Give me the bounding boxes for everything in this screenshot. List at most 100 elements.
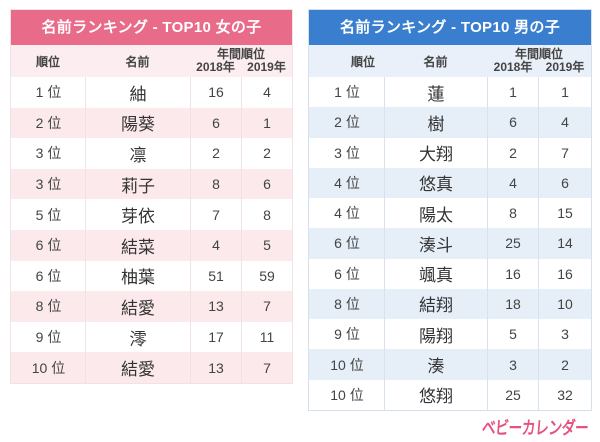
table-row: 1 位 紬 16 4 <box>11 77 292 108</box>
rank-2018-cell: 7 <box>190 199 241 230</box>
table-row: 8 位 結愛 13 7 <box>11 291 292 322</box>
rank-2018-cell: 4 <box>190 229 241 261</box>
name-cell: 悠真 <box>384 167 487 199</box>
rank-2019-cell: 7 <box>241 352 292 383</box>
rank-2018-cell: 6 <box>190 107 241 139</box>
rank-2018-cell: 25 <box>487 379 538 410</box>
rank-2019-cell: 4 <box>538 107 591 138</box>
name-cell: 樹 <box>384 107 487 138</box>
rank-2019-cell: 16 <box>538 258 591 289</box>
table-row: 3 位 莉子 8 6 <box>11 168 292 200</box>
rank-2018-cell: 18 <box>487 288 538 320</box>
rank-2019-cell: 15 <box>538 198 591 229</box>
name-cell: 結愛 <box>85 291 190 322</box>
table-row: 3 位 大翔 2 7 <box>309 137 591 168</box>
header-name: 名前 <box>423 54 448 69</box>
header-2019: 2019年 <box>247 60 286 74</box>
rank-cell: 1 位 <box>334 84 360 101</box>
rank-2019-cell: 1 <box>538 77 591 108</box>
name-cell: 紬 <box>85 77 190 108</box>
name-cell: 陽翔 <box>384 319 487 350</box>
rank-cell: 2 位 <box>334 114 360 131</box>
name-cell: 陽太 <box>384 198 487 229</box>
rank-cell: 9 位 <box>35 329 62 346</box>
table-row: 4 位 悠真 4 6 <box>309 167 591 199</box>
table-row: 6 位 結菜 4 5 <box>11 229 292 261</box>
rank-2019-cell: 10 <box>538 288 591 320</box>
table-row: 9 位 陽翔 5 3 <box>309 319 591 350</box>
rank-cell: 10 位 <box>330 356 364 373</box>
rank-cell: 3 位 <box>35 176 62 193</box>
name-cell: 湊斗 <box>384 228 487 259</box>
boys-header-row: 順位 名前 年間順位 2018年 2019年 <box>309 45 591 77</box>
rank-2018-cell: 1 <box>487 77 538 108</box>
rank-2019-cell: 7 <box>241 291 292 322</box>
rank-2019-cell: 32 <box>538 379 591 410</box>
rank-cell: 8 位 <box>334 295 360 312</box>
girls-ranking-table: 名前ランキング - TOP10 女の子 順位 名前 年間順位 2018年 201… <box>10 9 293 384</box>
table-row: 6 位 柚葉 51 59 <box>11 260 292 292</box>
boys-table-title: 名前ランキング - TOP10 男の子 <box>309 10 591 45</box>
boys-ranking-table: 名前ランキング - TOP10 男の子 順位 名前 年間順位 2018年 201… <box>308 9 592 411</box>
rank-2018-cell: 3 <box>487 349 538 380</box>
table-row: 8 位 結翔 18 10 <box>309 288 591 320</box>
rank-2018-cell: 13 <box>190 291 241 322</box>
rank-cell: 1 位 <box>35 84 62 101</box>
rank-2019-cell: 59 <box>241 260 292 292</box>
rank-2019-cell: 4 <box>241 77 292 108</box>
name-cell: 陽葵 <box>85 107 190 139</box>
name-cell: 颯真 <box>384 258 487 289</box>
rank-2019-cell: 6 <box>241 168 292 200</box>
header-annual-label: 年間順位 <box>514 47 563 61</box>
rank-2019-cell: 2 <box>241 138 292 169</box>
table-row: 4 位 陽太 8 15 <box>309 198 591 229</box>
name-cell: 大翔 <box>384 137 487 168</box>
rank-cell: 4 位 <box>334 174 360 191</box>
rank-cell: 3 位 <box>334 144 360 161</box>
rank-2019-cell: 3 <box>538 319 591 350</box>
rank-cell: 4 位 <box>334 205 360 222</box>
rank-2018-cell: 25 <box>487 228 538 259</box>
name-cell: 蓮 <box>384 77 487 108</box>
rank-cell: 6 位 <box>35 267 62 284</box>
rank-cell: 6 位 <box>35 237 62 254</box>
header-2018: 2018年 <box>493 60 533 74</box>
rank-2018-cell: 16 <box>190 77 241 108</box>
rank-2018-cell: 16 <box>487 258 538 289</box>
rank-cell: 3 位 <box>35 145 62 162</box>
name-cell: 湊 <box>384 349 487 380</box>
rank-cell: 2 位 <box>35 114 62 131</box>
name-cell: 凛 <box>85 138 190 169</box>
girls-table-title: 名前ランキング - TOP10 女の子 <box>11 10 292 45</box>
rank-2018-cell: 17 <box>190 321 241 353</box>
name-cell: 結菜 <box>85 229 190 261</box>
rank-cell: 10 位 <box>330 386 364 403</box>
name-cell: 莉子 <box>85 168 190 200</box>
header-annual-label: 年間順位 <box>216 47 265 61</box>
rank-2018-cell: 8 <box>487 198 538 229</box>
table-row: 9 位 澪 17 11 <box>11 321 292 353</box>
rank-2018-cell: 13 <box>190 352 241 383</box>
rank-2019-cell: 14 <box>538 228 591 259</box>
rank-cell: 9 位 <box>334 326 360 343</box>
rank-2019-cell: 6 <box>538 167 591 199</box>
baby-calendar-logo: ベビーカレンダー <box>481 418 590 438</box>
girls-header-row: 順位 名前 年間順位 2018年 2019年 <box>11 45 292 77</box>
name-cell: 柚葉 <box>85 260 190 292</box>
table-row: 10 位 結愛 13 7 <box>11 352 292 383</box>
rank-2019-cell: 7 <box>538 137 591 168</box>
rank-2018-cell: 8 <box>190 168 241 200</box>
name-cell: 芽依 <box>85 199 190 230</box>
rank-2019-cell: 1 <box>241 107 292 139</box>
table-row: 2 位 陽葵 6 1 <box>11 107 292 139</box>
header-annual-rank: 年間順位 2018年 2019年 <box>487 45 591 77</box>
table-row: 5 位 芽依 7 8 <box>11 199 292 230</box>
name-cell: 澪 <box>85 321 190 353</box>
table-row: 6 位 湊斗 25 14 <box>309 228 591 259</box>
rank-2019-cell: 5 <box>241 229 292 261</box>
name-cell: 結愛 <box>85 352 190 383</box>
